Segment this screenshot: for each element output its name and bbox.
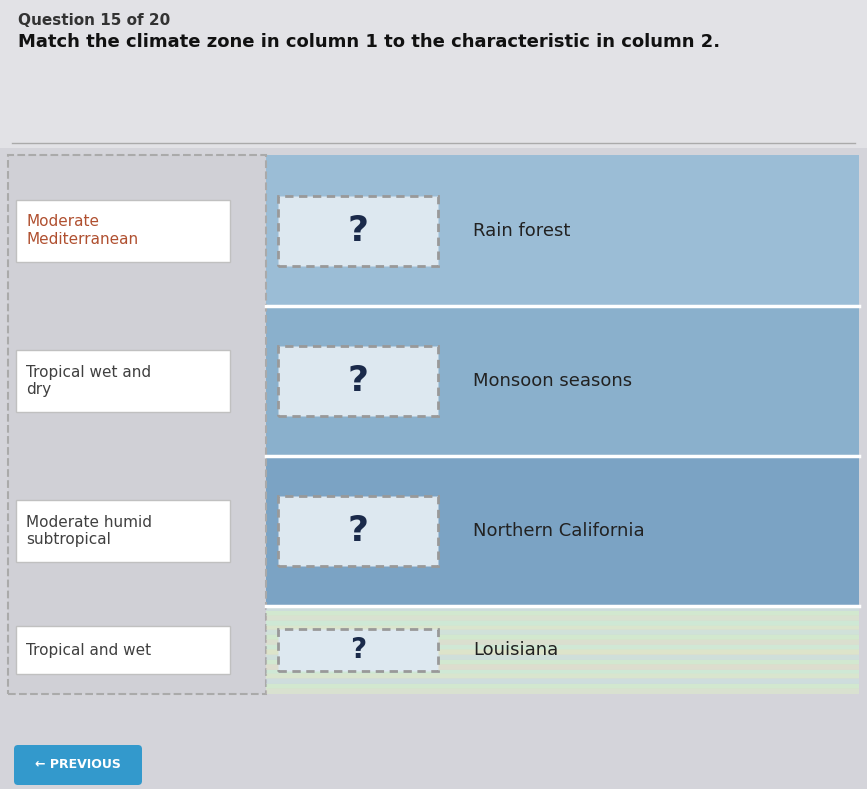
- FancyBboxPatch shape: [266, 639, 859, 645]
- Text: Rain forest: Rain forest: [473, 222, 570, 240]
- FancyBboxPatch shape: [266, 610, 859, 615]
- FancyBboxPatch shape: [266, 679, 859, 684]
- FancyBboxPatch shape: [266, 654, 859, 660]
- FancyBboxPatch shape: [266, 606, 859, 694]
- Text: ?: ?: [348, 514, 368, 548]
- FancyBboxPatch shape: [266, 668, 859, 675]
- FancyBboxPatch shape: [266, 306, 859, 456]
- FancyBboxPatch shape: [266, 456, 859, 606]
- Text: Match the climate zone in column 1 to the characteristic in column 2.: Match the climate zone in column 1 to th…: [18, 33, 720, 51]
- FancyBboxPatch shape: [278, 196, 438, 266]
- FancyBboxPatch shape: [0, 0, 867, 148]
- FancyBboxPatch shape: [266, 615, 859, 621]
- FancyBboxPatch shape: [266, 664, 859, 670]
- FancyBboxPatch shape: [266, 605, 859, 611]
- FancyBboxPatch shape: [266, 619, 859, 626]
- FancyBboxPatch shape: [266, 644, 859, 650]
- Text: Monsoon seasons: Monsoon seasons: [473, 372, 632, 390]
- Text: Tropical and wet: Tropical and wet: [26, 642, 151, 657]
- Text: Louisiana: Louisiana: [473, 641, 558, 659]
- FancyBboxPatch shape: [16, 200, 230, 261]
- Text: ?: ?: [348, 364, 368, 398]
- FancyBboxPatch shape: [278, 496, 438, 566]
- Text: ?: ?: [350, 636, 366, 664]
- FancyBboxPatch shape: [278, 346, 438, 416]
- FancyBboxPatch shape: [16, 626, 230, 674]
- FancyBboxPatch shape: [266, 688, 859, 694]
- FancyBboxPatch shape: [16, 500, 230, 562]
- Text: ?: ?: [348, 214, 368, 248]
- FancyBboxPatch shape: [14, 745, 142, 785]
- Text: ← PREVIOUS: ← PREVIOUS: [35, 758, 121, 772]
- FancyBboxPatch shape: [8, 155, 266, 694]
- Text: Moderate humid
subtropical: Moderate humid subtropical: [26, 514, 152, 548]
- FancyBboxPatch shape: [266, 683, 859, 689]
- Text: Question 15 of 20: Question 15 of 20: [18, 13, 170, 28]
- FancyBboxPatch shape: [266, 155, 859, 306]
- FancyBboxPatch shape: [266, 659, 859, 664]
- Text: Moderate
Mediterranean: Moderate Mediterranean: [26, 215, 138, 247]
- FancyBboxPatch shape: [266, 634, 859, 640]
- FancyBboxPatch shape: [266, 625, 859, 630]
- Text: Northern California: Northern California: [473, 522, 645, 540]
- FancyBboxPatch shape: [266, 674, 859, 679]
- Text: Tropical wet and
dry: Tropical wet and dry: [26, 365, 151, 397]
- FancyBboxPatch shape: [266, 630, 859, 635]
- FancyBboxPatch shape: [266, 649, 859, 655]
- FancyBboxPatch shape: [278, 629, 438, 671]
- FancyBboxPatch shape: [16, 350, 230, 412]
